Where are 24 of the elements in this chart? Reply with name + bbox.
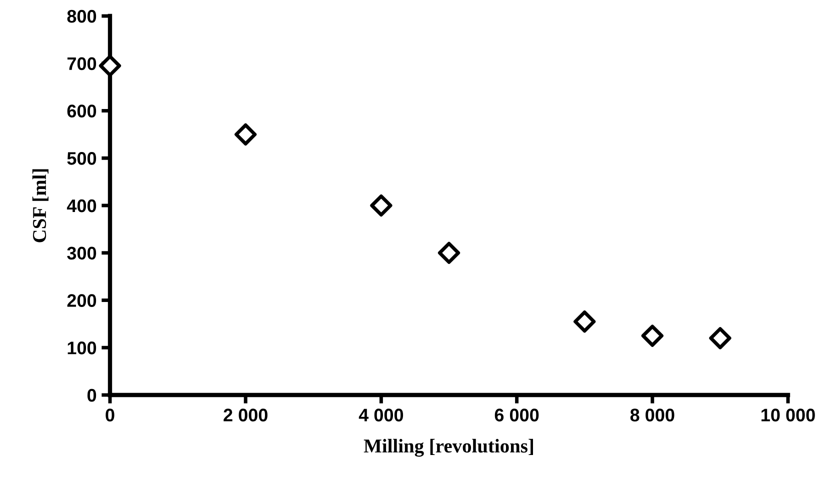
point [641,324,664,347]
x-tick-label: 0 [106,408,114,422]
x-axis-title: Milling [revolutions] [364,438,533,457]
x-tick-label: 4 000 [358,408,404,422]
y-tick-label: 600 [67,104,96,118]
y-tick-label: 800 [67,10,96,23]
point [709,327,732,350]
y-axis-title: CSF [ml] [32,169,48,242]
x-tick-label: 10 000 [762,408,815,422]
x-tick-label: 2 000 [224,408,268,422]
y-tick-label: 100 [68,342,96,354]
y-tick-label: 400 [66,199,96,212]
y-tick-label: 200 [67,294,96,307]
point [370,194,392,217]
y-tick-label: 0 [87,388,96,402]
y-tick-label: 700 [67,57,96,70]
point [234,123,257,146]
x-tick-label: 8 000 [630,408,674,422]
y-tick-label: 300 [67,246,96,260]
point [438,242,460,264]
point [574,310,596,333]
y-tick-label: 500 [67,152,96,165]
x-tick-label: 6 000 [494,408,539,422]
point [98,54,122,77]
